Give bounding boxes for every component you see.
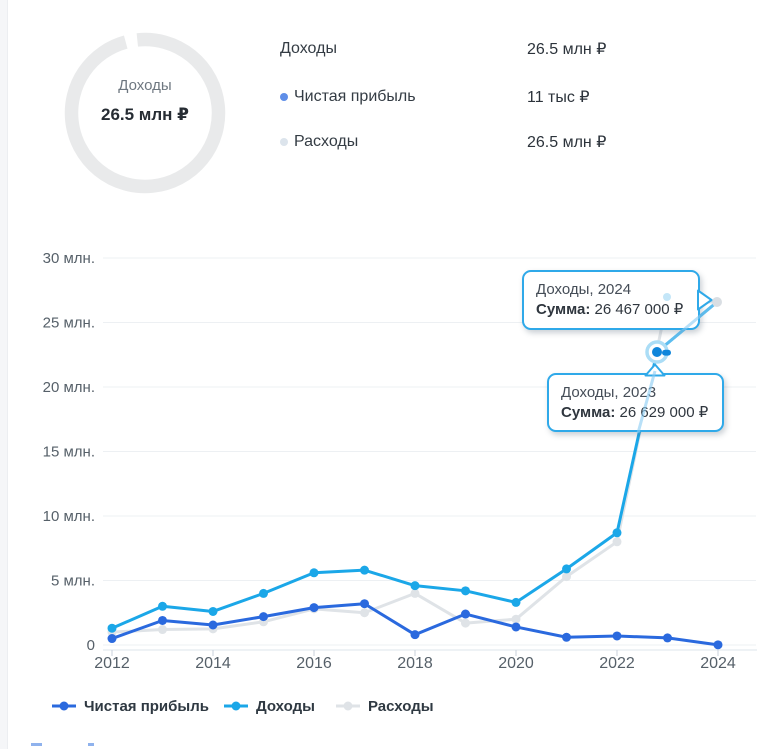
tooltip-value-line: Сумма: 26 467 000 ₽ (536, 300, 686, 320)
data-point[interactable] (461, 586, 470, 596)
tooltip-title: Доходы, 2024 (536, 281, 632, 298)
data-point[interactable] (511, 614, 521, 624)
data-point[interactable] (208, 606, 218, 616)
x-axis-tick-label: 2014 (195, 655, 231, 672)
data-point[interactable] (360, 599, 369, 609)
summary-label: Доходы (280, 40, 337, 57)
legend-item-expenses[interactable]: Расходы (335, 697, 434, 715)
legend-marker-icon (336, 701, 360, 711)
data-point[interactable] (663, 633, 672, 643)
series-bullet-icon (280, 138, 288, 146)
y-axis-tick-label: 25 млн. (43, 315, 95, 332)
data-point[interactable] (410, 588, 420, 598)
data-point[interactable] (158, 625, 167, 635)
summary-value: 26.5 млн ₽ (527, 41, 607, 58)
summary-row-expenses[interactable]: Расходы 26.5 млн ₽ (280, 133, 606, 151)
y-axis-tick-label: 15 млн. (43, 444, 95, 461)
legend-item-income[interactable]: Доходы (223, 697, 315, 715)
data-point[interactable] (107, 623, 117, 633)
tooltip-sum-value: 26 629 000 ₽ (619, 404, 709, 421)
data-point[interactable] (259, 588, 268, 598)
legend-marker-icon (52, 701, 76, 711)
x-axis-tick-label: 2018 (397, 655, 433, 672)
data-point[interactable] (612, 631, 622, 641)
x-axis-tick-label: 2022 (599, 655, 635, 672)
series-line-Доходы (110, 300, 719, 630)
summary-value: 26.5 млн ₽ (527, 134, 607, 151)
legend-label: Чистая прибыль (84, 697, 209, 715)
legend-label: Расходы (368, 697, 434, 715)
tooltip-income-2023: Доходы, 2023 Сумма: 26 629 000 ₽ (547, 373, 724, 432)
tooltip-sum-value: 26 467 000 ₽ (594, 301, 684, 318)
legend-marker-icon (224, 701, 248, 711)
y-axis-tick-label: 5 млн. (51, 573, 95, 590)
data-point[interactable] (107, 634, 117, 644)
y-axis-tick-label: 30 млн. (43, 250, 95, 267)
y-axis-tick-label: 0 (87, 637, 95, 654)
data-point[interactable] (360, 565, 369, 575)
data-point[interactable] (511, 622, 521, 632)
cutoff-element (88, 743, 94, 746)
data-point[interactable] (309, 603, 319, 613)
tooltip-value-line: Сумма: 26 629 000 ₽ (561, 403, 710, 423)
summary-label: Расходы (294, 133, 359, 150)
data-point[interactable] (562, 572, 571, 582)
series-bullet-icon (280, 93, 288, 101)
data-point[interactable] (562, 632, 571, 642)
data-point[interactable] (713, 640, 723, 650)
data-point[interactable] (360, 608, 369, 618)
left-edge-strip (0, 0, 8, 749)
income-donut-chart[interactable] (61, 29, 229, 197)
data-point[interactable] (158, 601, 167, 611)
data-point[interactable] (410, 630, 420, 640)
summary-label: Чистая прибыль (294, 88, 416, 105)
cutoff-element (31, 743, 42, 746)
summary-value: 11 тыс ₽ (527, 89, 590, 106)
data-point[interactable] (612, 537, 622, 547)
data-point[interactable] (208, 620, 218, 630)
data-point[interactable] (259, 612, 268, 622)
x-axis-tick-label: 2020 (498, 655, 534, 672)
y-axis-tick-label: 20 млн. (43, 379, 95, 396)
y-axis-tick-label: 10 млн. (43, 508, 95, 525)
data-point[interactable] (612, 528, 622, 538)
tooltip-income-2024: Доходы, 2024 Сумма: 26 467 000 ₽ (522, 270, 700, 330)
data-point[interactable] (309, 568, 319, 578)
data-point[interactable] (461, 618, 470, 628)
x-axis-tick-label: 2012 (94, 655, 130, 672)
x-axis-tick-label: 2016 (296, 655, 332, 672)
x-axis-tick-label: 2024 (700, 655, 736, 672)
data-point[interactable] (410, 581, 420, 591)
data-point[interactable] (158, 615, 167, 625)
data-point[interactable] (511, 597, 521, 607)
data-point[interactable] (461, 609, 470, 619)
tooltip-title: Доходы, 2023 (561, 384, 657, 401)
legend-item-net-profit[interactable]: Чистая прибыль (51, 697, 209, 715)
tooltip-sum-label: Сумма: (561, 404, 616, 421)
data-point[interactable] (562, 564, 571, 574)
legend-label: Доходы (256, 697, 315, 715)
summary-row-net-profit[interactable]: Чистая прибыль 11 тыс ₽ (280, 88, 590, 106)
summary-row-income[interactable]: Доходы 26.5 млн ₽ (280, 40, 606, 58)
tooltip-sum-label: Сумма: (536, 301, 591, 318)
